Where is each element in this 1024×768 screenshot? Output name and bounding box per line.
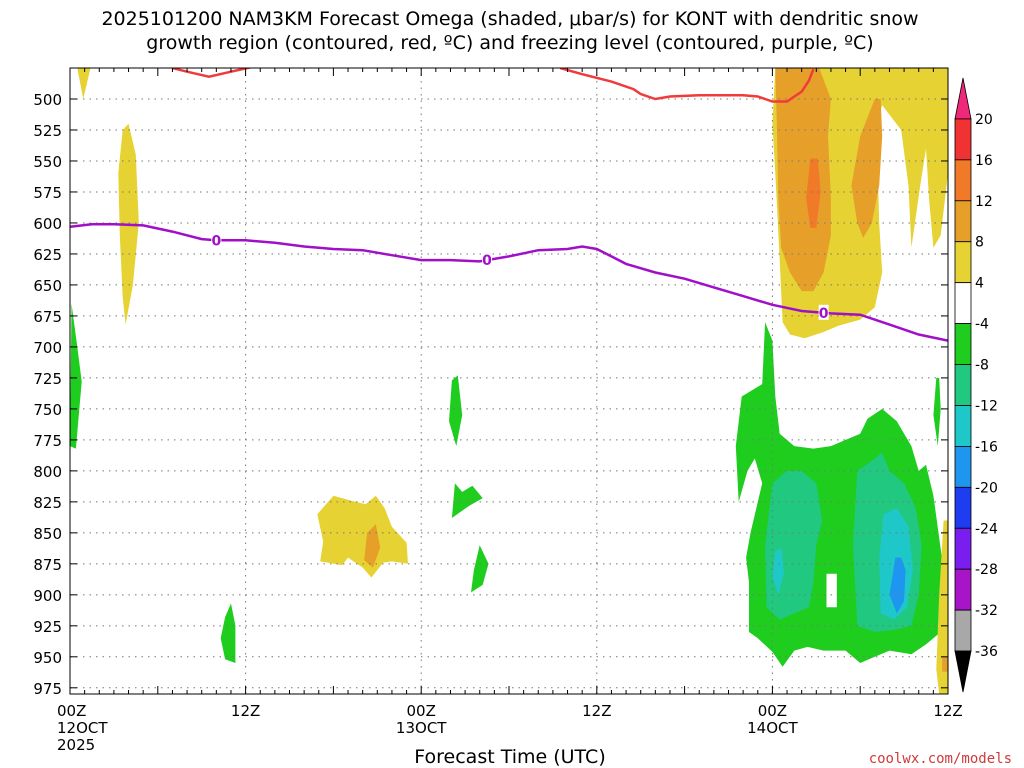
colorbar-tick-1: 16 [975,153,993,169]
omega-region-8 [70,303,82,449]
colorbar-segment-1 [954,118,972,161]
colorbar-tick-3: 8 [975,235,984,251]
omega-region-5 [775,68,831,292]
y-tick-label-950: 950 [33,649,62,667]
colorbar-tick-4: 4 [975,276,984,292]
colorbar-segment-5 [954,282,972,324]
y-tick-label-575: 575 [33,184,62,202]
y-tick-label-600: 600 [33,215,62,233]
y-tick-label-675: 675 [33,308,62,326]
colorbar-tick-7: -12 [975,398,998,414]
freezing-level-label-2: 0 [819,306,829,322]
colorbar: 20 16 12 8 4 -4 -8 -12 -16 -20 -24 -28 -32 -36 [954,77,998,693]
omega-region-13 [735,322,948,667]
omega-region-3 [364,524,381,568]
colorbar-segment-6 [954,323,972,365]
title-line-1: 2025101200 NAM3KM Forecast Omega (shaded… [101,8,918,30]
colorbar-tick-5: -4 [975,317,989,333]
y-tick-label-550: 550 [33,153,62,171]
freezing-level-label-0: 0 [211,233,221,249]
x-tick-label-2-0: 00Z [407,702,436,720]
omega-region-12 [471,545,489,593]
omega-region-9 [220,603,236,663]
credit-text: coolwx.com/models [869,751,1012,767]
freezing-level-label-bg-0 [211,232,222,248]
colorbar-segment-2 [954,159,972,202]
omega-region-19 [889,557,906,614]
omega-shading [70,68,948,694]
freezing-level-label-bg-1 [482,252,493,268]
y-tick-label-500: 500 [33,91,62,109]
colorbar-tick-8: -16 [975,439,998,455]
y-tick-labels: 500 525 550 575 600 625 650 675 700 725 750 775 800 8… [33,91,62,698]
y-tick-label-700: 700 [33,339,62,357]
x-tick-label-4-1: 14OCT [747,719,798,737]
colorbar-segment-10 [954,486,972,529]
colorbar-segment-11 [954,527,972,570]
y-tick-label-975: 975 [33,680,62,698]
omega-region-18 [772,547,785,595]
x-axis-label: Forecast Time (UTC) [414,746,605,768]
omega-region-11 [451,483,483,518]
colorbar-tick-11: -28 [975,562,998,578]
y-tick-label-875: 875 [33,556,62,574]
freezing-level-label-1: 0 [482,253,492,269]
colorbar-segment-4 [954,241,972,284]
colorbar-segment-3 [954,200,972,243]
chart-title: 2025101200 NAM3KM Forecast Omega (shaded… [101,8,918,54]
contour-lines: 0 0 0 [70,68,948,342]
axes [69,67,949,695]
y-tick-label-650: 650 [33,277,62,295]
y-tick-label-750: 750 [33,401,62,419]
colorbar-tick-2: 12 [975,194,993,210]
freezing-level-label-bg-2 [818,304,829,320]
y-tick-label-625: 625 [33,246,62,264]
x-tick-label-0-2: 2025 [57,736,95,754]
omega-region-22 [942,656,948,672]
x-tick-label-0-1: 12OCT [57,719,108,737]
y-tick-label-900: 900 [33,587,62,605]
y-tick-label-925: 925 [33,618,62,636]
title-line-2: growth region (contoured, red, ºC) and f… [146,32,873,54]
colorbar-tick-13: -36 [975,644,998,660]
colorbar-segment-14 [954,650,972,693]
colorbar-tick-9: -20 [975,480,998,496]
omega-region-6 [851,99,883,238]
colorbar-tick-0: 20 [975,112,993,128]
omega-region-10 [449,375,463,447]
colorbar-tick-12: -32 [975,603,998,619]
colorbar-tick-10: -24 [975,521,998,537]
colorbar-segment-8 [954,405,972,447]
snow-growth-contour-right [559,68,815,103]
omega-region-0 [77,68,91,99]
y-tick-label-525: 525 [33,122,62,140]
y-tick-label-825: 825 [33,494,62,512]
y-tick-label-850: 850 [33,525,62,543]
x-tick-label-1-0: 12Z [231,702,260,720]
y-tick-label-725: 725 [33,370,62,388]
omega-region-20 [826,573,837,608]
colorbar-segment-7 [954,364,972,406]
colorbar-segment-9 [954,445,972,488]
colorbar-tick-6: -8 [975,358,989,374]
x-tick-label-4-0: 00Z [758,702,787,720]
colorbar-segment-0 [954,77,972,120]
snow-growth-contour-left [172,68,254,78]
grid-lines [70,68,948,694]
x-tick-label-0-0: 00Z [57,702,86,720]
freezing-level-contour [70,222,948,342]
y-tick-label-775: 775 [33,432,62,450]
omega-region-14 [933,377,941,447]
omega-region-7 [806,158,821,228]
x-tick-label-5-0: 12Z [933,702,962,720]
omega-region-2 [317,495,408,578]
y-tick-label-800: 800 [33,463,62,481]
colorbar-segment-12 [954,568,972,611]
x-tick-label-2-1: 13OCT [396,719,447,737]
colorbar-segment-13 [954,609,972,652]
x-tick-label-3-0: 12Z [582,702,611,720]
